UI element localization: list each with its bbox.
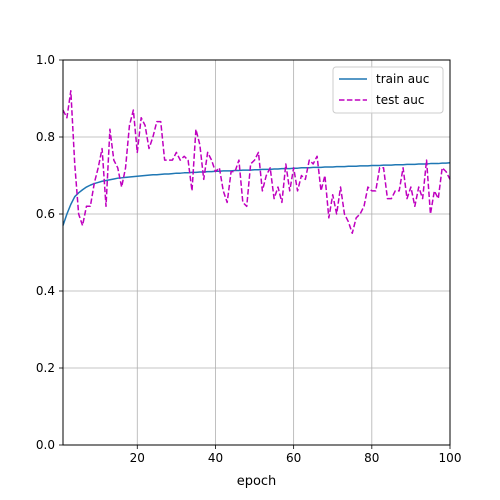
x-tick-label: 20: [130, 451, 145, 465]
grid-lines: [63, 59, 451, 446]
y-tick-label: 0.0: [36, 438, 55, 452]
y-tick-label: 0.6: [36, 207, 55, 221]
series-line-train-auc: [62, 162, 451, 226]
legend-label: train auc: [376, 72, 429, 86]
y-tick-label: 0.4: [36, 284, 55, 298]
x-tick-label: 60: [286, 451, 301, 465]
x-tick-label: 40: [208, 451, 223, 465]
plot-frame: [62, 59, 451, 446]
x-tick-label: 80: [364, 451, 379, 465]
legend: train auc test auc: [332, 66, 444, 114]
x-tick-label: 100: [439, 451, 462, 465]
y-tick-label: 1.0: [36, 53, 55, 67]
series-line-test-auc: [62, 90, 451, 234]
x-axis-label: epoch: [237, 474, 277, 489]
legend-label: test auc: [376, 93, 424, 107]
series-lines: [62, 90, 451, 234]
axis-ticks: 20 40 60 80 100 0.0 0.2 0.4 0.6 0.8 1.0: [36, 53, 462, 465]
y-tick-label: 0.2: [36, 361, 55, 375]
y-tick-label: 0.8: [36, 130, 55, 144]
